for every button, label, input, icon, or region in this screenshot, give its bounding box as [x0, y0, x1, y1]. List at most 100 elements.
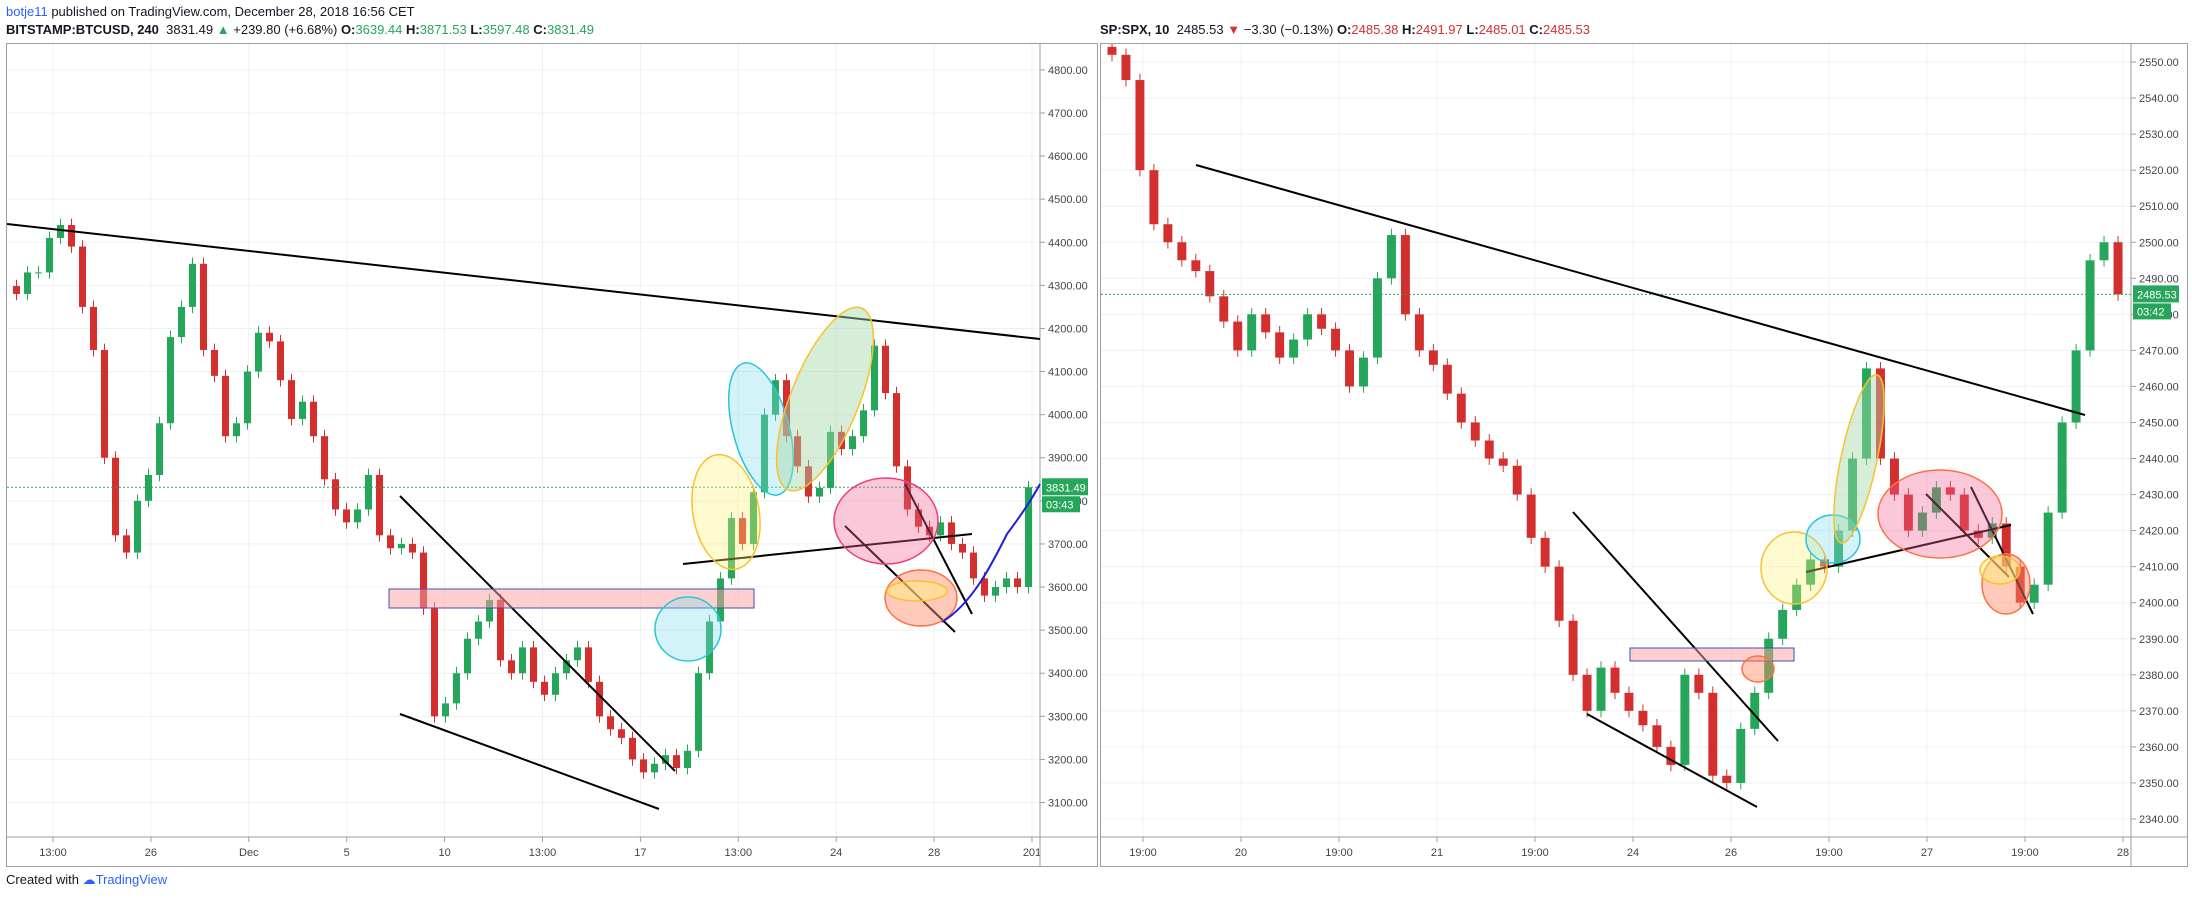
candle-body: [100, 349, 109, 458]
candle-body: [1013, 578, 1022, 588]
candle-body: [540, 681, 549, 695]
x-tick-label: 26: [1725, 847, 1737, 859]
candle-body: [485, 599, 494, 622]
candle-body: [562, 660, 571, 674]
left-close: 3831.49: [546, 22, 594, 37]
candle-body: [1219, 296, 1229, 322]
candle-body: [1121, 54, 1131, 81]
right-close: 2485.53: [1543, 22, 1590, 37]
left-low: 3597.48: [482, 22, 530, 37]
y-tick-label: 3400.00: [1048, 668, 1088, 680]
support-zone-box: [388, 588, 755, 609]
y-tick-label: 2380.00: [2139, 670, 2179, 682]
publisher-user[interactable]: botje11: [6, 4, 48, 19]
candle-body: [1764, 638, 1774, 693]
y-tick-label: 3100.00: [1048, 798, 1088, 810]
candle-body: [936, 522, 945, 536]
candle-body: [2029, 584, 2039, 603]
trendline-lower-wedge: [399, 713, 660, 810]
projection-curve: [941, 483, 1041, 623]
candle-body: [1233, 321, 1243, 351]
y-tick-label: 3200.00: [1048, 754, 1088, 766]
candle-body: [1820, 559, 1830, 567]
y-tick-label: 3900.00: [1048, 453, 1088, 465]
x-tick-label: 19:00: [1325, 847, 1353, 859]
candle-body: [1317, 314, 1327, 329]
candle-body: [276, 341, 285, 381]
right-symbol[interactable]: SP:SPX, 10: [1100, 22, 1170, 37]
candle-body: [1554, 566, 1564, 621]
candle-body: [1694, 674, 1704, 693]
candle-body: [1191, 260, 1201, 272]
candle-body: [1484, 440, 1494, 459]
candle-body: [221, 375, 230, 437]
btc-chart-svg[interactable]: 4800.00 4700.00 4600.00 4500.00 4400.00 4300.…: [7, 44, 1097, 866]
candle-body: [595, 681, 604, 717]
candle-body: [397, 543, 406, 549]
candle-body: [1470, 422, 1480, 441]
candle-body: [551, 673, 560, 695]
x-tick-label: 28: [2117, 847, 2129, 859]
candle-body: [155, 423, 164, 475]
left-symbol-header: BITSTAMP:BTCUSD, 240 3831.49 ▲ +239.80 (…: [6, 22, 594, 37]
candle-body: [1596, 667, 1606, 711]
candle-body: [617, 729, 626, 738]
candle-body: [1498, 458, 1508, 466]
x-tick-label: 13:00: [529, 847, 557, 859]
candle-body: [2085, 260, 2095, 351]
x-tick-label: 13:00: [725, 847, 753, 859]
trendline-flag-1: [1925, 493, 2010, 578]
trendline-neckline: [1805, 524, 2012, 573]
candle-body: [1889, 458, 1899, 495]
y-tick-label: 2550.00: [2139, 57, 2179, 69]
footer-brand[interactable]: TradingView: [95, 872, 168, 887]
candle-body: [1024, 487, 1033, 588]
y-tick-label: 4300.00: [1048, 280, 1088, 292]
y-tick-label: 2440.00: [2139, 454, 2179, 466]
candle-body: [111, 457, 120, 536]
candle-body: [1666, 746, 1676, 765]
candle-body: [1792, 584, 1802, 610]
y-tick-label: 2450.00: [2139, 417, 2179, 429]
candle-body: [1526, 494, 1536, 538]
candle-body: [606, 716, 615, 730]
candle-body: [2099, 242, 2109, 261]
candle-body: [353, 509, 362, 523]
candle-body: [815, 487, 824, 497]
candle-body: [89, 306, 98, 350]
candle-body: [1876, 368, 1885, 459]
candle-body: [650, 763, 659, 773]
btc-chart-panel[interactable]: 4800.00 4700.00 4600.00 4500.00 4400.00 4300.…: [6, 43, 1098, 867]
right-high: 2491.97: [1415, 22, 1463, 37]
spx-chart-svg[interactable]: 2550.00 2540.00 2530.00 2520.00 2510.00 2500.…: [1101, 44, 2187, 866]
candle-body: [1135, 80, 1145, 171]
candle-body: [859, 410, 868, 437]
candle-body: [232, 423, 241, 437]
candle-body: [958, 543, 967, 553]
candle-body: [1205, 271, 1215, 297]
candle-body: [760, 414, 769, 493]
x-tick-label: 26: [145, 847, 157, 859]
y-tick-label: 3700.00: [1048, 539, 1088, 551]
candle-body: [870, 345, 879, 411]
spx-chart-panel[interactable]: 2550.00 2540.00 2530.00 2520.00 2510.00 2500.…: [1100, 43, 2188, 867]
candle-body: [771, 380, 780, 415]
candle-body: [1303, 314, 1313, 340]
candle-body: [2071, 350, 2081, 423]
x-tick-label: 201: [1023, 847, 1041, 859]
candle-body: [67, 225, 76, 247]
trendline-upper-wedge: [399, 495, 676, 772]
left-symbol[interactable]: BITSTAMP:BTCUSD, 240: [6, 22, 159, 37]
candle-body: [364, 474, 373, 510]
candle-body: [419, 552, 428, 609]
trendline-long: [1195, 164, 2086, 416]
candle-body: [837, 431, 846, 450]
candle-body: [408, 543, 417, 553]
candle-body: [1624, 692, 1634, 711]
x-tick-label: 20: [1235, 847, 1247, 859]
highlight-ellipse-orange-1: [1741, 655, 1775, 683]
candle-body: [320, 436, 329, 480]
highlight-ellipse-yellow-2: [886, 580, 948, 602]
tradingview-logo-icon[interactable]: ☁: [82, 872, 96, 887]
highlight-ellipse-pink: [833, 477, 939, 565]
